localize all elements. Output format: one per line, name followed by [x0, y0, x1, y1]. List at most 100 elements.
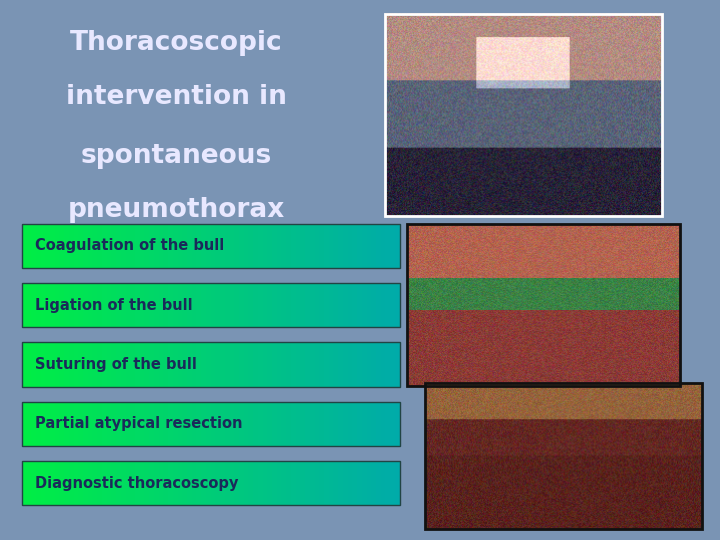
- Bar: [50, 402, 56, 446]
- Bar: [112, 224, 117, 268]
- Bar: [97, 342, 104, 387]
- Bar: [287, 224, 292, 268]
- Bar: [88, 402, 94, 446]
- Bar: [125, 342, 132, 387]
- Bar: [22, 402, 400, 446]
- Bar: [154, 402, 160, 446]
- Bar: [92, 283, 99, 327]
- Bar: [366, 283, 373, 327]
- Bar: [343, 283, 349, 327]
- Bar: [182, 283, 189, 327]
- Bar: [282, 224, 288, 268]
- Bar: [192, 283, 198, 327]
- Bar: [78, 402, 84, 446]
- Bar: [348, 402, 354, 446]
- Bar: [163, 402, 169, 446]
- Bar: [315, 283, 320, 327]
- Bar: [178, 224, 184, 268]
- Bar: [234, 224, 240, 268]
- Bar: [305, 342, 311, 387]
- Bar: [40, 283, 47, 327]
- Bar: [40, 461, 47, 505]
- Bar: [64, 224, 71, 268]
- Bar: [300, 461, 307, 505]
- Bar: [197, 342, 202, 387]
- Bar: [121, 224, 127, 268]
- Bar: [149, 283, 156, 327]
- Bar: [36, 224, 42, 268]
- Bar: [319, 342, 325, 387]
- Bar: [31, 402, 37, 446]
- Bar: [234, 283, 240, 327]
- Bar: [248, 283, 255, 327]
- Bar: [272, 461, 278, 505]
- Bar: [45, 342, 51, 387]
- Bar: [107, 402, 113, 446]
- Bar: [276, 224, 283, 268]
- Bar: [182, 224, 189, 268]
- Bar: [230, 224, 235, 268]
- Bar: [168, 461, 174, 505]
- Bar: [352, 283, 359, 327]
- Bar: [267, 283, 274, 327]
- Bar: [239, 402, 245, 446]
- Bar: [154, 283, 160, 327]
- Bar: [329, 461, 335, 505]
- Bar: [239, 283, 245, 327]
- Bar: [319, 283, 325, 327]
- Bar: [272, 342, 278, 387]
- Bar: [22, 224, 400, 268]
- Bar: [395, 224, 401, 268]
- Bar: [178, 342, 184, 387]
- Bar: [234, 402, 240, 446]
- Bar: [220, 224, 226, 268]
- Bar: [395, 461, 401, 505]
- Bar: [225, 461, 231, 505]
- Bar: [319, 461, 325, 505]
- Bar: [291, 402, 297, 446]
- Bar: [83, 342, 89, 387]
- Bar: [324, 283, 330, 327]
- Bar: [348, 224, 354, 268]
- Bar: [287, 402, 292, 446]
- Bar: [215, 283, 222, 327]
- Bar: [329, 283, 335, 327]
- Bar: [333, 402, 340, 446]
- Bar: [40, 342, 47, 387]
- Bar: [78, 224, 84, 268]
- Bar: [83, 283, 89, 327]
- Bar: [215, 342, 222, 387]
- Bar: [372, 402, 377, 446]
- Bar: [390, 224, 396, 268]
- Bar: [263, 402, 269, 446]
- Bar: [230, 283, 235, 327]
- Bar: [97, 224, 104, 268]
- Bar: [55, 342, 60, 387]
- Bar: [296, 461, 302, 505]
- Bar: [92, 402, 99, 446]
- Bar: [210, 402, 217, 446]
- Bar: [201, 342, 207, 387]
- Bar: [324, 461, 330, 505]
- Bar: [97, 402, 104, 446]
- Bar: [163, 224, 169, 268]
- Bar: [357, 402, 364, 446]
- Bar: [366, 342, 373, 387]
- Bar: [60, 283, 66, 327]
- Bar: [333, 283, 340, 327]
- Bar: [69, 402, 75, 446]
- Bar: [102, 402, 108, 446]
- Bar: [220, 402, 226, 446]
- Bar: [22, 461, 28, 505]
- Bar: [125, 461, 132, 505]
- Bar: [187, 402, 193, 446]
- Bar: [135, 224, 141, 268]
- Bar: [60, 342, 66, 387]
- Bar: [31, 461, 37, 505]
- Bar: [230, 342, 235, 387]
- Bar: [178, 402, 184, 446]
- Bar: [83, 461, 89, 505]
- Bar: [305, 224, 311, 268]
- Bar: [135, 402, 141, 446]
- Bar: [168, 402, 174, 446]
